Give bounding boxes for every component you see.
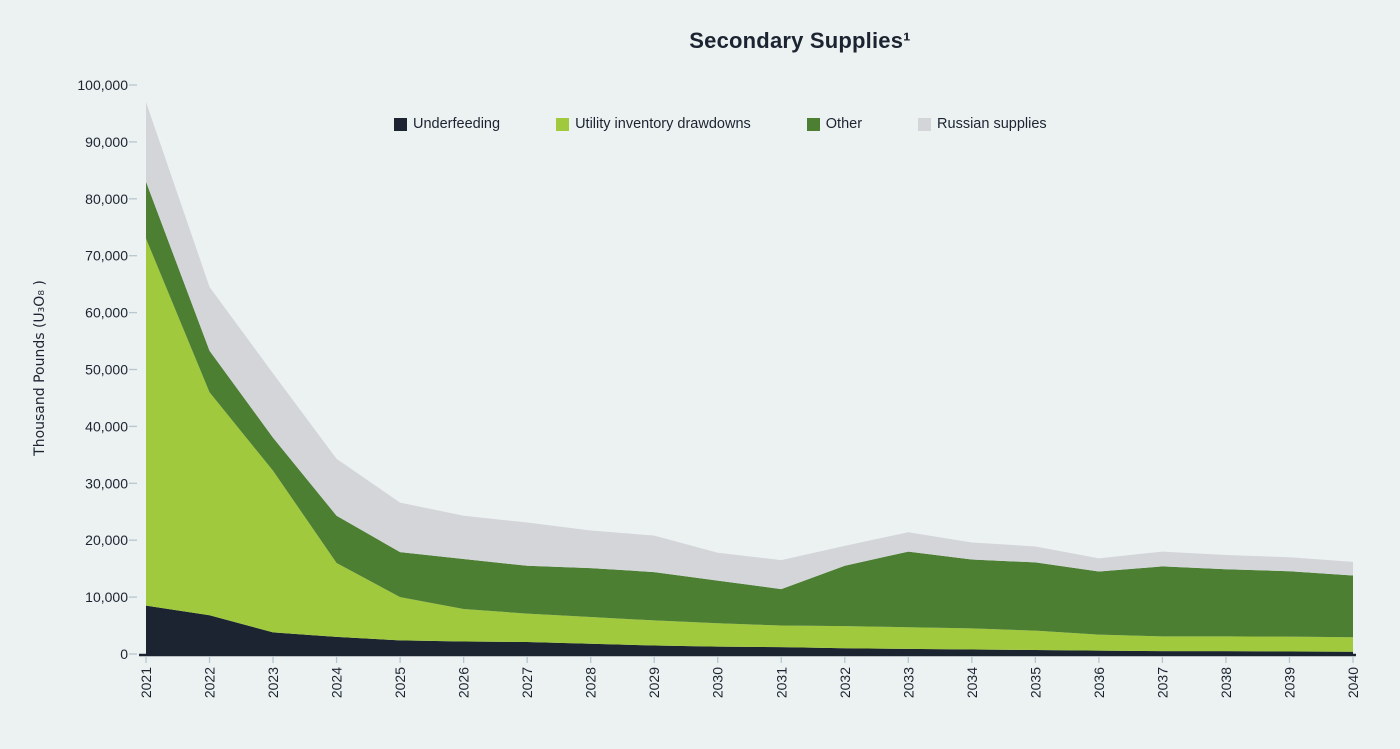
legend-swatch-utility-inventory-drawdowns	[556, 117, 570, 131]
legend-swatch-other	[806, 117, 820, 131]
legend-item-other: Other	[806, 116, 863, 132]
x-tick-label: 2024	[329, 667, 345, 698]
area-other	[146, 181, 1353, 638]
y-tick-label: 60,000	[85, 305, 128, 321]
y-tick-label: 0	[120, 646, 128, 662]
x-tick-label: 2025	[392, 667, 408, 698]
y-tick-label: 100,000	[77, 77, 128, 93]
y-tick-label: 50,000	[85, 362, 128, 378]
x-tick-label: 2031	[773, 667, 789, 698]
legend-label-utility-inventory-drawdowns: Utility inventory drawdowns	[575, 116, 751, 132]
y-tick-label: 10,000	[85, 589, 128, 605]
x-tick-label: 2040	[1345, 667, 1361, 698]
y-tick-label: 80,000	[85, 191, 128, 207]
chart-title: Secondary Supplies¹	[689, 28, 911, 53]
x-tick-label: 2034	[964, 667, 980, 698]
area-underfeeding	[146, 605, 1353, 654]
legend-label-russian-supplies: Russian supplies	[937, 116, 1047, 132]
x-tick-label: 2027	[519, 667, 535, 698]
x-tick-label: 2021	[138, 667, 154, 698]
x-axis: 2021 2022 2023 2024 2025 2026 2027 2028 2029 2030…	[138, 653, 1361, 698]
x-tick-label: 2037	[1154, 667, 1170, 698]
x-tick-label: 2036	[1091, 667, 1107, 698]
x-tick-label: 2029	[646, 667, 662, 698]
x-tick-label: 2026	[456, 667, 472, 698]
x-tick-label: 2039	[1281, 667, 1297, 698]
x-tick-label: 2023	[265, 667, 281, 698]
x-tick-label: 2038	[1218, 667, 1234, 698]
legend-item-utility-inventory-drawdowns: Utility inventory drawdowns	[556, 116, 751, 132]
x-tick-label: 2033	[900, 667, 916, 698]
x-tick-label: 2022	[202, 667, 218, 698]
y-tick-label: 40,000	[85, 418, 128, 434]
legend-label-underfeeding: Underfeeding	[413, 116, 501, 132]
y-tick-label: 20,000	[85, 532, 128, 548]
chart-legend: Underfeeding Utility inventory drawdowns O…	[394, 116, 1047, 132]
legend-item-russian-supplies: Russian supplies	[918, 116, 1047, 132]
x-tick-label: 2030	[710, 667, 726, 698]
x-tick-label: 2028	[583, 667, 599, 698]
y-tick-label: 70,000	[85, 248, 128, 264]
area-utility-inventory-drawdowns	[146, 238, 1353, 652]
x-tick-label: 2032	[837, 667, 853, 698]
y-axis: 0 10,000 20,000 30,000 40,000 50,000 60,000 70,…	[77, 77, 137, 662]
legend-label-other: Other	[825, 116, 863, 132]
y-tick-label: 90,000	[85, 134, 128, 150]
legend-swatch-underfeeding	[394, 117, 407, 131]
legend-swatch-russian-supplies	[918, 117, 932, 131]
y-tick-label: 30,000	[85, 475, 128, 491]
legend-item-underfeeding: Underfeeding	[394, 116, 500, 132]
x-tick-label: 2035	[1027, 667, 1043, 698]
